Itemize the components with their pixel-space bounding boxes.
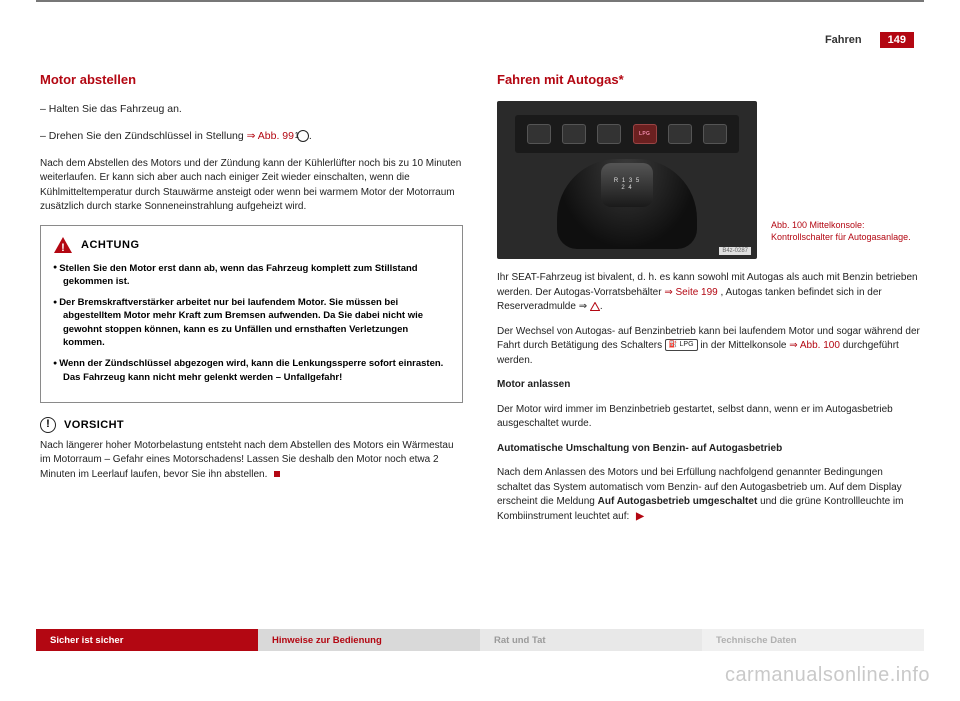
console-button <box>527 124 551 144</box>
footer-tab-safety: Sicher ist sicher <box>36 629 258 651</box>
achtung-box: ! ACHTUNG Stellen Sie den Motor erst dan… <box>40 225 463 403</box>
footer-tab-operation: Hinweise zur Bedienung <box>258 629 480 651</box>
achtung-item: Der Bremskraftverstärker arbeitet nur be… <box>53 296 450 349</box>
p1-ref: ⇒ Seite 199 <box>664 287 717 298</box>
figure-image: R 1 3 5 2 4 B4z-0287 <box>497 101 757 259</box>
step-2: Drehen Sie den Zündschlüssel in Stellung… <box>40 128 463 145</box>
console-button <box>668 124 692 144</box>
continued-marker: ▶ <box>636 511 644 522</box>
vorsicht-title: VORSICHT <box>64 419 124 431</box>
page-number: 149 <box>880 32 914 48</box>
footer-tabs: Sicher ist sicher Hinweise zur Bedienung… <box>36 629 924 651</box>
achtung-title: ACHTUNG <box>81 239 140 251</box>
p4-bold: Auf Autogasbetrieb umgeschaltet <box>598 496 758 507</box>
figure-100: R 1 3 5 2 4 B4z-0287 Abb. 100 Mittelkons… <box>497 101 920 259</box>
top-rule <box>0 0 960 6</box>
figure-tag: B4z-0287 <box>719 247 751 255</box>
p2-ref: ⇒ Abb. 100 <box>789 340 840 351</box>
footer-tab-tips: Rat und Tat <box>480 629 702 651</box>
position-marker: 1 <box>297 130 309 142</box>
step-1: Halten Sie das Fahrzeug an. <box>40 101 463 118</box>
console-button <box>562 124 586 144</box>
vorsicht-body: Nach längerer hoher Motorbelastung entst… <box>40 440 454 480</box>
console-button-panel <box>515 115 739 153</box>
right-para-2: Der Wechsel von Autogas- auf Benzinbetri… <box>497 325 920 369</box>
right-para-1: Ihr SEAT-Fahrzeug ist bivalent, d. h. es… <box>497 271 920 315</box>
svg-text:!: ! <box>61 242 65 254</box>
shift-bot: 2 4 <box>614 185 640 192</box>
figure-caption: Abb. 100 Mittelkonsole: Kontrollschalter… <box>771 101 920 259</box>
steps-list: Halten Sie das Fahrzeug an. Drehen Sie d… <box>40 101 463 145</box>
left-heading: Motor abstellen <box>40 72 463 87</box>
page-header: Fahren 149 <box>40 32 920 48</box>
manual-page: Fahren 149 Motor abstellen Halten Sie da… <box>0 0 960 701</box>
end-of-section-marker <box>274 471 280 477</box>
left-column: Motor abstellen Halten Sie das Fahrzeug … <box>40 72 463 534</box>
footer-tab-techdata: Technische Daten <box>702 629 924 651</box>
console-button <box>703 124 727 144</box>
vorsicht-text: Nach längerer hoher Motorbelastung entst… <box>40 439 463 483</box>
achtung-item: Stellen Sie den Motor erst dann ab, wenn… <box>53 262 450 289</box>
subhead-auto-umschaltung: Automatische Umschaltung von Benzin- auf… <box>497 442 920 457</box>
vorsicht-header: ! VORSICHT <box>40 417 463 433</box>
right-heading: Fahren mit Autogas* <box>497 72 920 87</box>
right-para-3: Der Motor wird immer im Benzinbetrieb ge… <box>497 403 920 432</box>
step-2-text: Drehen Sie den Zündschlüssel in Stellung <box>49 130 247 142</box>
inline-warning-icon <box>590 302 600 311</box>
subhead-motor-anlassen: Motor anlassen <box>497 378 920 393</box>
lpg-switch <box>633 124 657 144</box>
achtung-list: Stellen Sie den Motor erst dann ab, wenn… <box>53 262 450 384</box>
watermark: carmanualsonline.info <box>725 664 930 687</box>
left-para-1: Nach dem Abstellen des Motors und der Zü… <box>40 157 463 215</box>
right-column: Fahren mit Autogas* R 1 3 5 <box>497 72 920 534</box>
achtung-header: ! ACHTUNG <box>53 236 450 254</box>
shift-pattern: R 1 3 5 2 4 <box>614 178 640 191</box>
achtung-item: Wenn der Zündschlüssel abgezogen wird, k… <box>53 357 450 384</box>
right-para-4: Nach dem Anlassen des Motors und bei Erf… <box>497 466 920 524</box>
gear-knob: R 1 3 5 2 4 <box>601 163 653 207</box>
section-name: Fahren <box>825 34 862 46</box>
console-button <box>597 124 621 144</box>
warning-triangle-icon: ! <box>53 236 73 254</box>
lpg-button-icon: ⛽ LPG <box>665 339 698 351</box>
caution-circle-icon: ! <box>40 417 56 433</box>
content-columns: Motor abstellen Halten Sie das Fahrzeug … <box>40 72 920 534</box>
shift-top: R 1 3 5 <box>614 178 640 185</box>
step-2-ref: ⇒ Abb. 99 <box>247 130 294 142</box>
p2b: in der Mittelkonsole <box>700 340 789 351</box>
